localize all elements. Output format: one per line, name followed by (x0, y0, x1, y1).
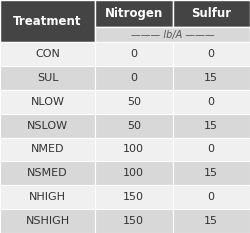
Text: Sulfur: Sulfur (191, 7, 231, 20)
Text: 100: 100 (123, 168, 144, 178)
Bar (0, 0, 95, 42)
Bar (0, 137, 95, 161)
Text: 150: 150 (123, 192, 144, 202)
Text: Treatment: Treatment (13, 14, 82, 27)
Text: 0: 0 (208, 192, 215, 202)
Bar (95, 185, 172, 209)
Text: CON: CON (35, 49, 60, 59)
Bar (95, 66, 172, 90)
Text: Nitrogen: Nitrogen (104, 7, 163, 20)
Text: 15: 15 (204, 216, 218, 226)
Bar (172, 161, 250, 185)
Bar (95, 0, 172, 27)
Bar (172, 42, 250, 66)
Bar (172, 0, 250, 27)
Bar (0, 185, 95, 209)
Text: 0: 0 (130, 49, 137, 59)
Text: NLOW: NLOW (30, 97, 64, 107)
Text: NSLOW: NSLOW (27, 121, 68, 131)
Text: 50: 50 (127, 97, 141, 107)
Text: 100: 100 (123, 144, 144, 154)
Text: 50: 50 (127, 121, 141, 131)
Text: 0: 0 (208, 49, 215, 59)
Bar (0, 114, 95, 137)
Text: NMED: NMED (31, 144, 64, 154)
Bar (95, 209, 172, 233)
Bar (172, 90, 250, 114)
Bar (95, 137, 172, 161)
Text: 0: 0 (208, 97, 215, 107)
Bar (95, 161, 172, 185)
Bar (0, 90, 95, 114)
Text: 15: 15 (204, 121, 218, 131)
Bar (0, 209, 95, 233)
Bar (0, 161, 95, 185)
Text: ——— lb/A ———: ——— lb/A ——— (131, 30, 214, 40)
Text: 0: 0 (208, 144, 215, 154)
Text: 15: 15 (204, 168, 218, 178)
Text: 15: 15 (204, 73, 218, 83)
Bar (0, 42, 95, 66)
Bar (0, 66, 95, 90)
Bar (95, 42, 172, 66)
Bar (172, 114, 250, 137)
Bar (172, 209, 250, 233)
Text: 0: 0 (130, 73, 137, 83)
Bar (95, 27, 250, 42)
Text: SUL: SUL (37, 73, 58, 83)
Text: NHIGH: NHIGH (29, 192, 66, 202)
Text: NSMED: NSMED (27, 168, 68, 178)
Bar (95, 90, 172, 114)
Bar (172, 66, 250, 90)
Text: NSHIGH: NSHIGH (26, 216, 70, 226)
Bar (172, 185, 250, 209)
Bar (172, 137, 250, 161)
Bar (95, 114, 172, 137)
Text: 150: 150 (123, 216, 144, 226)
